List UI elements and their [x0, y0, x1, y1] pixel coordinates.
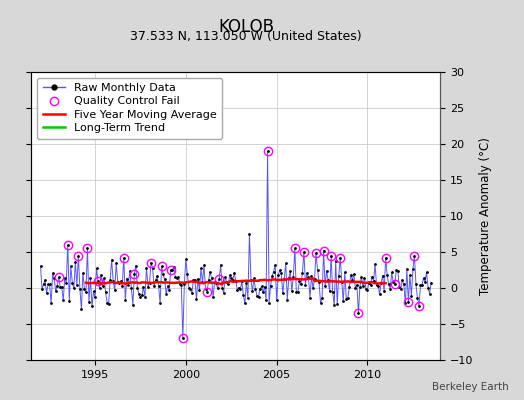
Text: Berkeley Earth: Berkeley Earth: [432, 382, 508, 392]
Y-axis label: Temperature Anomaly (°C): Temperature Anomaly (°C): [479, 137, 492, 295]
Text: 37.533 N, 113.050 W (United States): 37.533 N, 113.050 W (United States): [130, 30, 362, 43]
Legend: Raw Monthly Data, Quality Control Fail, Five Year Moving Average, Long-Term Tren: Raw Monthly Data, Quality Control Fail, …: [37, 78, 222, 139]
Text: KOLOB: KOLOB: [219, 18, 274, 36]
